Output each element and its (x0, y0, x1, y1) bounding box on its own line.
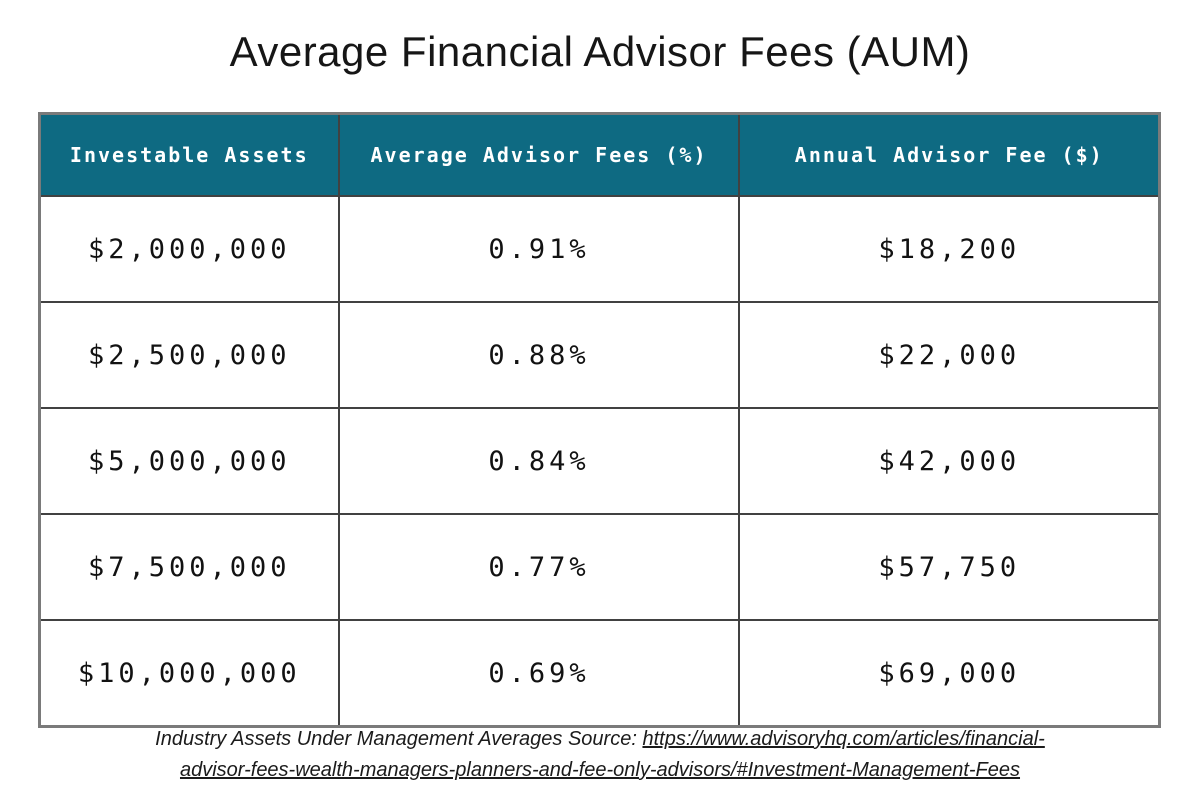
cell-fee-usd: $42,000 (738, 407, 1161, 515)
source-note-line2: advisor-fees-wealth-managers-planners-an… (0, 755, 1200, 786)
cell-fee-usd: $22,000 (738, 301, 1161, 409)
cell-fee-pct: 0.69% (337, 619, 741, 728)
cell-assets: $2,000,000 (38, 195, 340, 303)
cell-fee-pct: 0.84% (337, 407, 741, 515)
table-row: $5,000,000 0.84% $42,000 (38, 407, 1161, 515)
cell-fee-pct: 0.77% (337, 513, 741, 621)
table-row: $2,000,000 0.91% $18,200 (38, 195, 1161, 303)
cell-assets: $7,500,000 (38, 513, 340, 621)
cell-fee-usd: $69,000 (738, 619, 1161, 728)
cell-assets: $2,500,000 (38, 301, 340, 409)
table-row: $10,000,000 0.69% $69,000 (38, 619, 1161, 728)
source-note-line1: Industry Assets Under Management Average… (0, 724, 1200, 755)
source-note: Industry Assets Under Management Average… (0, 724, 1200, 786)
source-link[interactable]: advisor-fees-wealth-managers-planners-an… (179, 759, 1021, 781)
source-note-prefix: Industry Assets Under Management Average… (155, 728, 643, 750)
source-link[interactable]: https://www.advisoryhq.com/articles/fina… (642, 728, 1045, 750)
cell-assets: $5,000,000 (38, 407, 340, 515)
cell-fee-pct: 0.88% (337, 301, 741, 409)
cell-fee-usd: $18,200 (738, 195, 1161, 303)
page-title: Average Financial Advisor Fees (AUM) (229, 28, 971, 75)
table-row: $7,500,000 0.77% $57,750 (38, 513, 1161, 621)
column-header-annual-advisor-fee: Annual Advisor Fee ($) (738, 112, 1161, 197)
column-header-investable-assets: Investable Assets (38, 112, 340, 197)
cell-assets: $10,000,000 (38, 619, 340, 728)
table-header-row: Investable Assets Average Advisor Fees (… (38, 112, 1161, 197)
fees-table: Investable Assets Average Advisor Fees (… (38, 112, 1161, 728)
cell-fee-usd: $57,750 (738, 513, 1161, 621)
fees-table-container: Investable Assets Average Advisor Fees (… (38, 112, 1161, 728)
cell-fee-pct: 0.91% (337, 195, 741, 303)
table-row: $2,500,000 0.88% $22,000 (38, 301, 1161, 409)
column-header-average-advisor-fees: Average Advisor Fees (%) (337, 112, 741, 197)
